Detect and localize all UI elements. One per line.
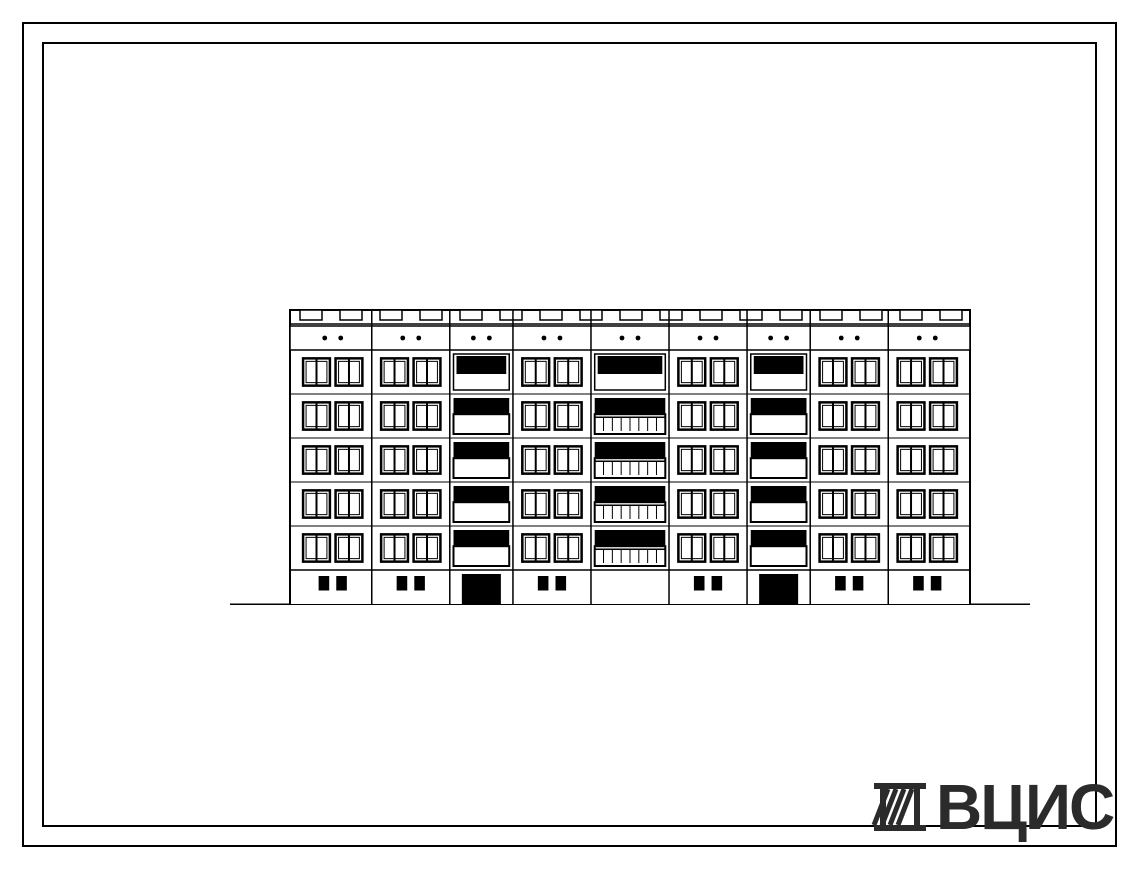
logo-icon <box>870 777 930 837</box>
building-elevation <box>230 300 1030 605</box>
logo-text: ВЦИС <box>936 770 1113 844</box>
logo: ВЦИС <box>870 770 1113 844</box>
